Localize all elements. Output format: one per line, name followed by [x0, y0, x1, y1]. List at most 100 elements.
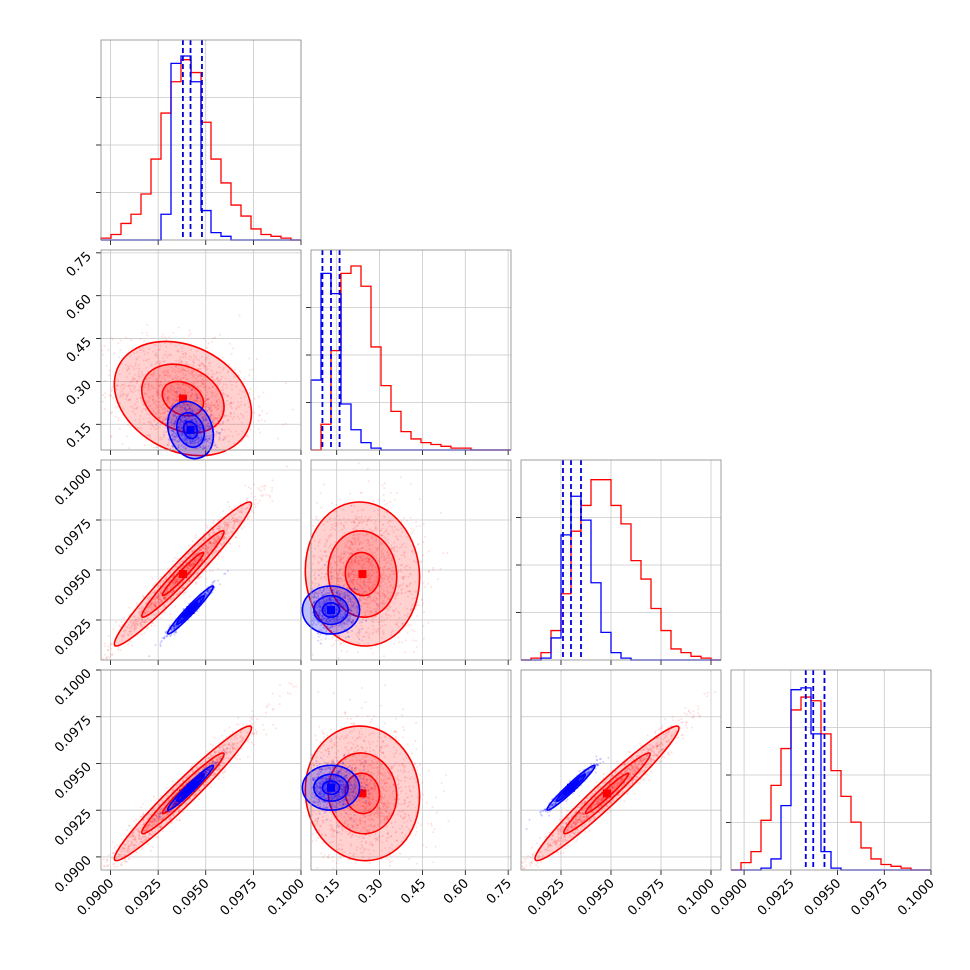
- scatter-point: [217, 419, 220, 422]
- scatter-point: [208, 570, 211, 572]
- scatter-point: [199, 400, 202, 403]
- scatter-point: [121, 443, 124, 446]
- scatter-point: [152, 398, 155, 401]
- scatter-point: [155, 446, 158, 449]
- scatter-point: [231, 388, 234, 391]
- scatter-point: [277, 437, 279, 440]
- scatter-point: [128, 606, 131, 609]
- scatter-point: [217, 555, 220, 558]
- scatter-point: [153, 624, 156, 627]
- scatter-point: [171, 560, 174, 563]
- scatter-point: [179, 409, 182, 412]
- scatter-point: [125, 376, 128, 379]
- scatter-point: [107, 349, 110, 352]
- scatter-point: [189, 332, 192, 335]
- scatter-point: [207, 342, 210, 345]
- scatter-point: [174, 605, 176, 608]
- histogram-series-0: [100, 59, 301, 241]
- scatter-point: [215, 401, 217, 404]
- scatter-point: [415, 525, 418, 528]
- scatter-point: [337, 657, 340, 660]
- scatter-point: [204, 388, 207, 391]
- scatter-point: [415, 639, 417, 642]
- scatter-point: [212, 422, 215, 425]
- scatter-point: [215, 430, 218, 433]
- scatter-point: [163, 636, 166, 639]
- scatter-point: [223, 429, 226, 431]
- density-peak: [186, 606, 195, 614]
- scatter-point: [210, 414, 213, 417]
- scatter-point: [218, 414, 221, 417]
- scatter-point: [208, 425, 211, 428]
- scatter-point: [112, 628, 115, 631]
- scatter-point: [383, 499, 386, 502]
- scatter-point: [238, 314, 241, 317]
- scatter-point: [337, 639, 340, 642]
- scatter-point: [185, 417, 188, 420]
- scatter-point: [253, 503, 256, 506]
- scatter-point: [119, 649, 122, 652]
- scatter-point: [250, 492, 253, 495]
- scatter-point: [190, 389, 193, 391]
- scatter-point: [200, 403, 203, 406]
- scatter-point: [120, 621, 123, 623]
- scatter-point: [164, 417, 167, 420]
- scatter-point: [111, 653, 114, 656]
- scatter-point: [131, 380, 134, 383]
- scatter-point: [224, 414, 227, 417]
- scatter-point: [168, 407, 171, 410]
- scatter-point: [188, 403, 191, 406]
- scatter-point: [219, 431, 222, 434]
- scatter-point: [240, 403, 242, 406]
- scatter-point: [200, 374, 203, 377]
- scatter-point: [108, 656, 110, 658]
- scatter-point: [409, 483, 412, 486]
- scatter-point: [320, 506, 323, 509]
- scatter-point: [152, 446, 155, 449]
- scatter-point: [239, 370, 242, 373]
- scatter-point: [159, 641, 162, 644]
- scatter-point: [250, 509, 253, 512]
- scatter-point: [179, 356, 182, 358]
- scatter-point: [156, 406, 158, 408]
- scatter-point: [264, 484, 267, 487]
- scatter-point: [240, 421, 243, 424]
- scatter-point: [409, 624, 412, 627]
- scatter-point: [399, 476, 402, 479]
- scatter-point: [117, 416, 120, 419]
- scatter-point: [196, 393, 199, 396]
- scatter-point: [254, 505, 257, 508]
- scatter-point: [142, 374, 145, 377]
- scatter-point: [320, 638, 323, 641]
- scatter-point: [172, 397, 175, 400]
- scatter-point: [398, 641, 400, 644]
- scatter-point: [189, 398, 192, 401]
- scatter-point: [146, 323, 149, 326]
- histogram-series-1: [101, 55, 301, 241]
- panel-0-0: [96, 39, 302, 245]
- scatter-point: [204, 415, 207, 418]
- scatter-point: [114, 621, 117, 623]
- scatter-point: [222, 420, 225, 423]
- scatter-point: [176, 396, 179, 399]
- scatter-point: [187, 417, 190, 420]
- scatter-point: [133, 377, 136, 380]
- scatter-point: [182, 372, 185, 375]
- scatter-point: [104, 392, 107, 395]
- scatter-point: [191, 540, 194, 543]
- scatter-point: [176, 557, 179, 560]
- scatter-point: [196, 397, 199, 400]
- scatter-point: [194, 534, 197, 536]
- scatter-point: [285, 382, 287, 385]
- scatter-point: [257, 502, 259, 505]
- scatter-point: [105, 364, 108, 367]
- scatter-point: [206, 346, 209, 349]
- scatter-point: [413, 630, 416, 633]
- scatter-point: [129, 381, 132, 384]
- scatter-point: [180, 419, 182, 422]
- scatter-point: [133, 373, 136, 376]
- scatter-point: [266, 412, 269, 415]
- scatter-point: [212, 522, 215, 525]
- scatter-point: [103, 408, 106, 410]
